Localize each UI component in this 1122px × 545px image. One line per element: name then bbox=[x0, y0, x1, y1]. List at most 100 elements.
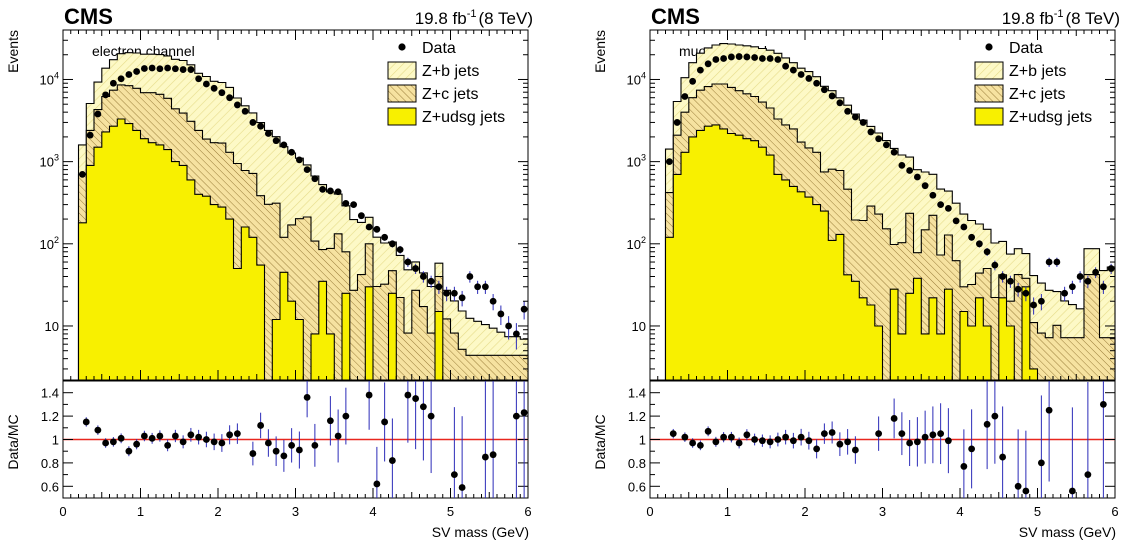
data-point bbox=[109, 79, 117, 87]
data-point bbox=[481, 283, 489, 291]
ratio-point bbox=[696, 441, 704, 449]
ratio-point bbox=[937, 430, 945, 438]
data-point bbox=[774, 56, 782, 63]
lumi-exponent: -1 bbox=[467, 8, 477, 20]
ratio-point bbox=[743, 431, 751, 439]
ratio-point bbox=[751, 436, 759, 443]
data-point bbox=[133, 68, 141, 75]
muon-panel: CMS 19.8 fb-1 (8 TeV) Events Data/MC SV m… bbox=[592, 4, 1120, 540]
ratio-point bbox=[311, 441, 319, 449]
data-point bbox=[497, 310, 505, 318]
data-point bbox=[187, 66, 195, 73]
data-point bbox=[381, 233, 389, 241]
data-point bbox=[975, 240, 983, 248]
ratio-point bbox=[156, 432, 164, 440]
data-point bbox=[171, 65, 179, 73]
ratio-point bbox=[820, 430, 828, 438]
ratio-point bbox=[489, 451, 497, 459]
electron-panel: CMS 19.8 fb-1 (8 TeV) Events Data/MC SV m… bbox=[5, 4, 533, 540]
ratio-point bbox=[1022, 487, 1030, 495]
data-point bbox=[782, 62, 790, 70]
data-point bbox=[712, 56, 720, 63]
data-point bbox=[412, 265, 420, 272]
data-point bbox=[179, 66, 187, 73]
data-point bbox=[727, 53, 735, 61]
ratio-point bbox=[983, 420, 991, 428]
x-tick-label: 0 bbox=[646, 504, 653, 519]
data-point bbox=[813, 79, 821, 87]
y-tick-label: 104 bbox=[627, 70, 646, 87]
legend-swatch-b bbox=[387, 61, 417, 80]
y-tick-label: 10 bbox=[45, 319, 59, 334]
ratio-point bbox=[365, 391, 373, 399]
ratio-point bbox=[520, 409, 528, 416]
data-point bbox=[156, 65, 164, 73]
ratio-point bbox=[1068, 487, 1076, 495]
data-point bbox=[1006, 277, 1014, 285]
ratio-point bbox=[233, 430, 241, 438]
data-point bbox=[388, 240, 396, 248]
ratio-point bbox=[109, 438, 117, 446]
data-point bbox=[489, 297, 497, 305]
data-point bbox=[404, 258, 412, 266]
data-point bbox=[450, 289, 458, 297]
data-point bbox=[1068, 283, 1076, 291]
y-tick-label: 104 bbox=[40, 70, 59, 87]
data-point bbox=[241, 107, 249, 115]
ratio-point bbox=[202, 436, 210, 443]
ratio-point bbox=[264, 439, 272, 447]
data-point bbox=[681, 93, 689, 100]
data-point bbox=[820, 86, 828, 94]
ratio-point bbox=[875, 430, 883, 438]
ratio-point bbox=[681, 433, 689, 441]
ratio-point bbox=[342, 412, 350, 420]
data-point bbox=[288, 148, 296, 156]
data-point bbox=[859, 119, 867, 126]
y-tick-label: 102 bbox=[627, 235, 646, 252]
energy-label: (8 TeV) bbox=[479, 9, 534, 28]
ratio-point bbox=[249, 450, 257, 457]
data-point bbox=[704, 60, 712, 68]
data-point bbox=[512, 330, 520, 338]
ratio-point bbox=[257, 422, 265, 429]
ratio-tick-label: 1.4 bbox=[628, 386, 646, 401]
data-point bbox=[882, 141, 890, 149]
data-point bbox=[520, 305, 528, 313]
ratio-point bbox=[288, 441, 296, 449]
x-tick-label: 1 bbox=[724, 504, 731, 519]
data-point bbox=[1084, 277, 1092, 285]
data-point bbox=[202, 80, 210, 88]
data-point bbox=[505, 322, 513, 330]
ratio-point bbox=[898, 430, 906, 438]
data-point bbox=[1076, 273, 1084, 280]
data-point bbox=[944, 204, 952, 212]
data-point bbox=[758, 55, 766, 62]
y-tick-label: 10 bbox=[632, 319, 646, 334]
ratio-point bbox=[140, 432, 148, 440]
data-point bbox=[357, 212, 365, 220]
data-point bbox=[326, 187, 334, 195]
hist-layer bbox=[664, 43, 1116, 381]
ratio-tick-label: 1.2 bbox=[41, 409, 59, 424]
data-point bbox=[1092, 268, 1100, 276]
data-point bbox=[999, 273, 1007, 280]
data-point bbox=[1099, 283, 1107, 291]
hist-layer bbox=[77, 52, 529, 381]
data-point bbox=[226, 94, 234, 102]
ratio-tick-label: 0.6 bbox=[628, 479, 646, 494]
main-frame: 10 102 103 104 bbox=[627, 29, 1116, 381]
data-point bbox=[898, 161, 906, 169]
y-axis-label: Events bbox=[592, 30, 608, 73]
data-point bbox=[952, 217, 960, 225]
data-point bbox=[890, 148, 898, 156]
ratio-point bbox=[813, 445, 821, 453]
data-point bbox=[78, 170, 86, 178]
ratio-point bbox=[960, 463, 968, 470]
x-tick-label: 5 bbox=[447, 504, 454, 519]
ratio-point bbox=[179, 438, 187, 446]
ratio-point bbox=[210, 438, 218, 446]
ratio-point bbox=[782, 433, 790, 441]
data-point bbox=[867, 128, 875, 136]
ratio-point bbox=[117, 434, 125, 442]
